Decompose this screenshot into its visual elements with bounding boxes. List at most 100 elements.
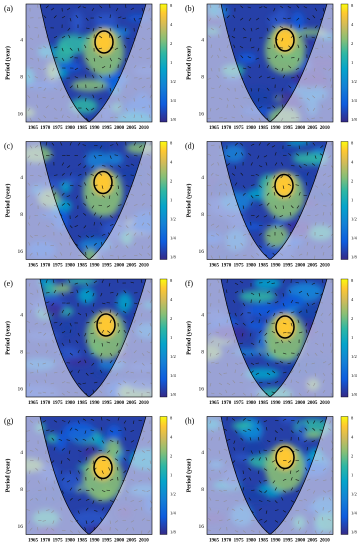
x-tick-label: 1970 bbox=[221, 126, 232, 131]
power-blob bbox=[60, 181, 71, 194]
phase-arrow bbox=[106, 341, 111, 344]
phase-arrow bbox=[240, 152, 244, 156]
phase-arrow bbox=[264, 490, 268, 494]
phase-arrow bbox=[272, 480, 276, 484]
x-tick-label: 1980 bbox=[246, 401, 257, 406]
x-tick-label: 2000 bbox=[114, 264, 125, 269]
cone-of-influence bbox=[26, 279, 152, 397]
phase-arrow bbox=[101, 416, 103, 421]
phase-arrow bbox=[91, 362, 95, 366]
phase-arrow bbox=[282, 352, 287, 355]
colorbar-tick-label: 2 bbox=[170, 316, 172, 321]
y-tick-label: 8 bbox=[201, 212, 204, 218]
phase-arrow bbox=[290, 205, 294, 209]
phase-arrow bbox=[140, 279, 143, 284]
phase-arrow bbox=[311, 440, 316, 443]
phase-arrow bbox=[68, 279, 71, 284]
phase-arrow bbox=[93, 510, 98, 512]
plot-frame bbox=[25, 3, 153, 123]
phase-arrow bbox=[90, 332, 95, 334]
power-blob bbox=[126, 142, 152, 154]
phase-arrow bbox=[109, 34, 111, 39]
phase-arrow bbox=[242, 418, 246, 421]
phase-arrow bbox=[77, 360, 81, 364]
phase-arrow bbox=[258, 299, 261, 304]
colorbar-tick-label: 1/2 bbox=[170, 354, 176, 359]
phase-arrow bbox=[266, 362, 270, 367]
phase-arrow bbox=[239, 280, 244, 284]
phase-arrow bbox=[43, 15, 47, 19]
phase-arrow bbox=[250, 27, 253, 32]
phase-arrow bbox=[92, 500, 95, 504]
phase-arrow bbox=[247, 66, 252, 69]
phase-arrow bbox=[255, 27, 260, 30]
phase-arrow bbox=[250, 362, 255, 366]
colorbar-tick-label: 1/2 bbox=[170, 492, 176, 497]
phase-arrow bbox=[263, 420, 268, 423]
phase-arrow bbox=[60, 142, 63, 146]
phase-arrow bbox=[258, 165, 263, 168]
phase-arrow bbox=[99, 5, 103, 9]
phase-arrow bbox=[133, 302, 138, 305]
phase-arrow bbox=[287, 173, 292, 176]
phase-arrow bbox=[258, 232, 262, 236]
phase-arrow bbox=[74, 428, 79, 431]
phase-arrow bbox=[66, 7, 71, 11]
phase-arrow bbox=[101, 507, 105, 511]
phase-arrow bbox=[266, 192, 270, 196]
x-tick-label: 2005 bbox=[307, 539, 318, 544]
phase-arrow bbox=[257, 155, 260, 159]
phase-arrow bbox=[258, 75, 262, 79]
x-tick-label: 1990 bbox=[271, 539, 282, 544]
phase-arrow bbox=[289, 289, 292, 294]
phase-arrow bbox=[61, 182, 65, 186]
x-tick-label: 1965 bbox=[28, 264, 39, 269]
colorbar bbox=[159, 3, 168, 123]
y-tick-label: 4 bbox=[20, 37, 23, 43]
phase-arrow bbox=[75, 477, 79, 481]
high-power bbox=[275, 315, 295, 339]
panel-label: (g) bbox=[4, 416, 14, 425]
phase-arrow bbox=[232, 299, 236, 304]
phase-arrow bbox=[109, 57, 112, 62]
x-tick-label: 1970 bbox=[221, 264, 232, 269]
phase-arrow bbox=[274, 380, 279, 384]
phase-arrow bbox=[53, 321, 58, 324]
phase-arrow bbox=[67, 165, 71, 169]
colorbar-tick-label: 1/2 bbox=[351, 492, 357, 497]
phase-arrow bbox=[61, 292, 64, 297]
phase-arrow bbox=[263, 468, 268, 471]
power-blob bbox=[292, 152, 329, 165]
phase-arrow bbox=[233, 440, 236, 444]
cone-of-influence bbox=[207, 416, 333, 535]
panel: (c) Period (year) 4 8 16 1965 1970 1975 1980 1985… bbox=[4, 141, 177, 269]
power-blob bbox=[64, 176, 81, 184]
phase-arrow bbox=[67, 458, 71, 461]
power-blob bbox=[102, 152, 124, 166]
phase-arrow bbox=[258, 245, 263, 248]
phase-arrow bbox=[114, 458, 119, 461]
phase-arrow bbox=[82, 382, 87, 384]
phase-arrow bbox=[321, 279, 324, 284]
x-tick-label: 2010 bbox=[139, 264, 150, 269]
colorbar-tick-label: 1 bbox=[170, 198, 172, 203]
phase-arrow bbox=[234, 152, 238, 156]
phase-arrow bbox=[296, 5, 300, 9]
phase-arrow bbox=[250, 370, 254, 374]
phase-arrow bbox=[77, 460, 82, 463]
significance-contour bbox=[275, 28, 295, 52]
phase-arrow bbox=[66, 480, 71, 483]
phase-arrow bbox=[312, 142, 316, 146]
phase-arrow bbox=[115, 312, 119, 316]
power-blob bbox=[77, 287, 96, 304]
phase-arrow bbox=[84, 527, 87, 531]
phase-arrow bbox=[290, 57, 295, 59]
phase-arrow bbox=[266, 202, 270, 206]
phase-arrow bbox=[257, 470, 260, 474]
phase-arrow bbox=[266, 142, 270, 146]
colorbar-tick-label: 1/4 bbox=[170, 373, 177, 378]
phase-arrow bbox=[258, 312, 262, 316]
phase-arrow bbox=[109, 319, 112, 324]
phase-arrow bbox=[226, 15, 230, 19]
phase-arrow bbox=[100, 517, 103, 521]
